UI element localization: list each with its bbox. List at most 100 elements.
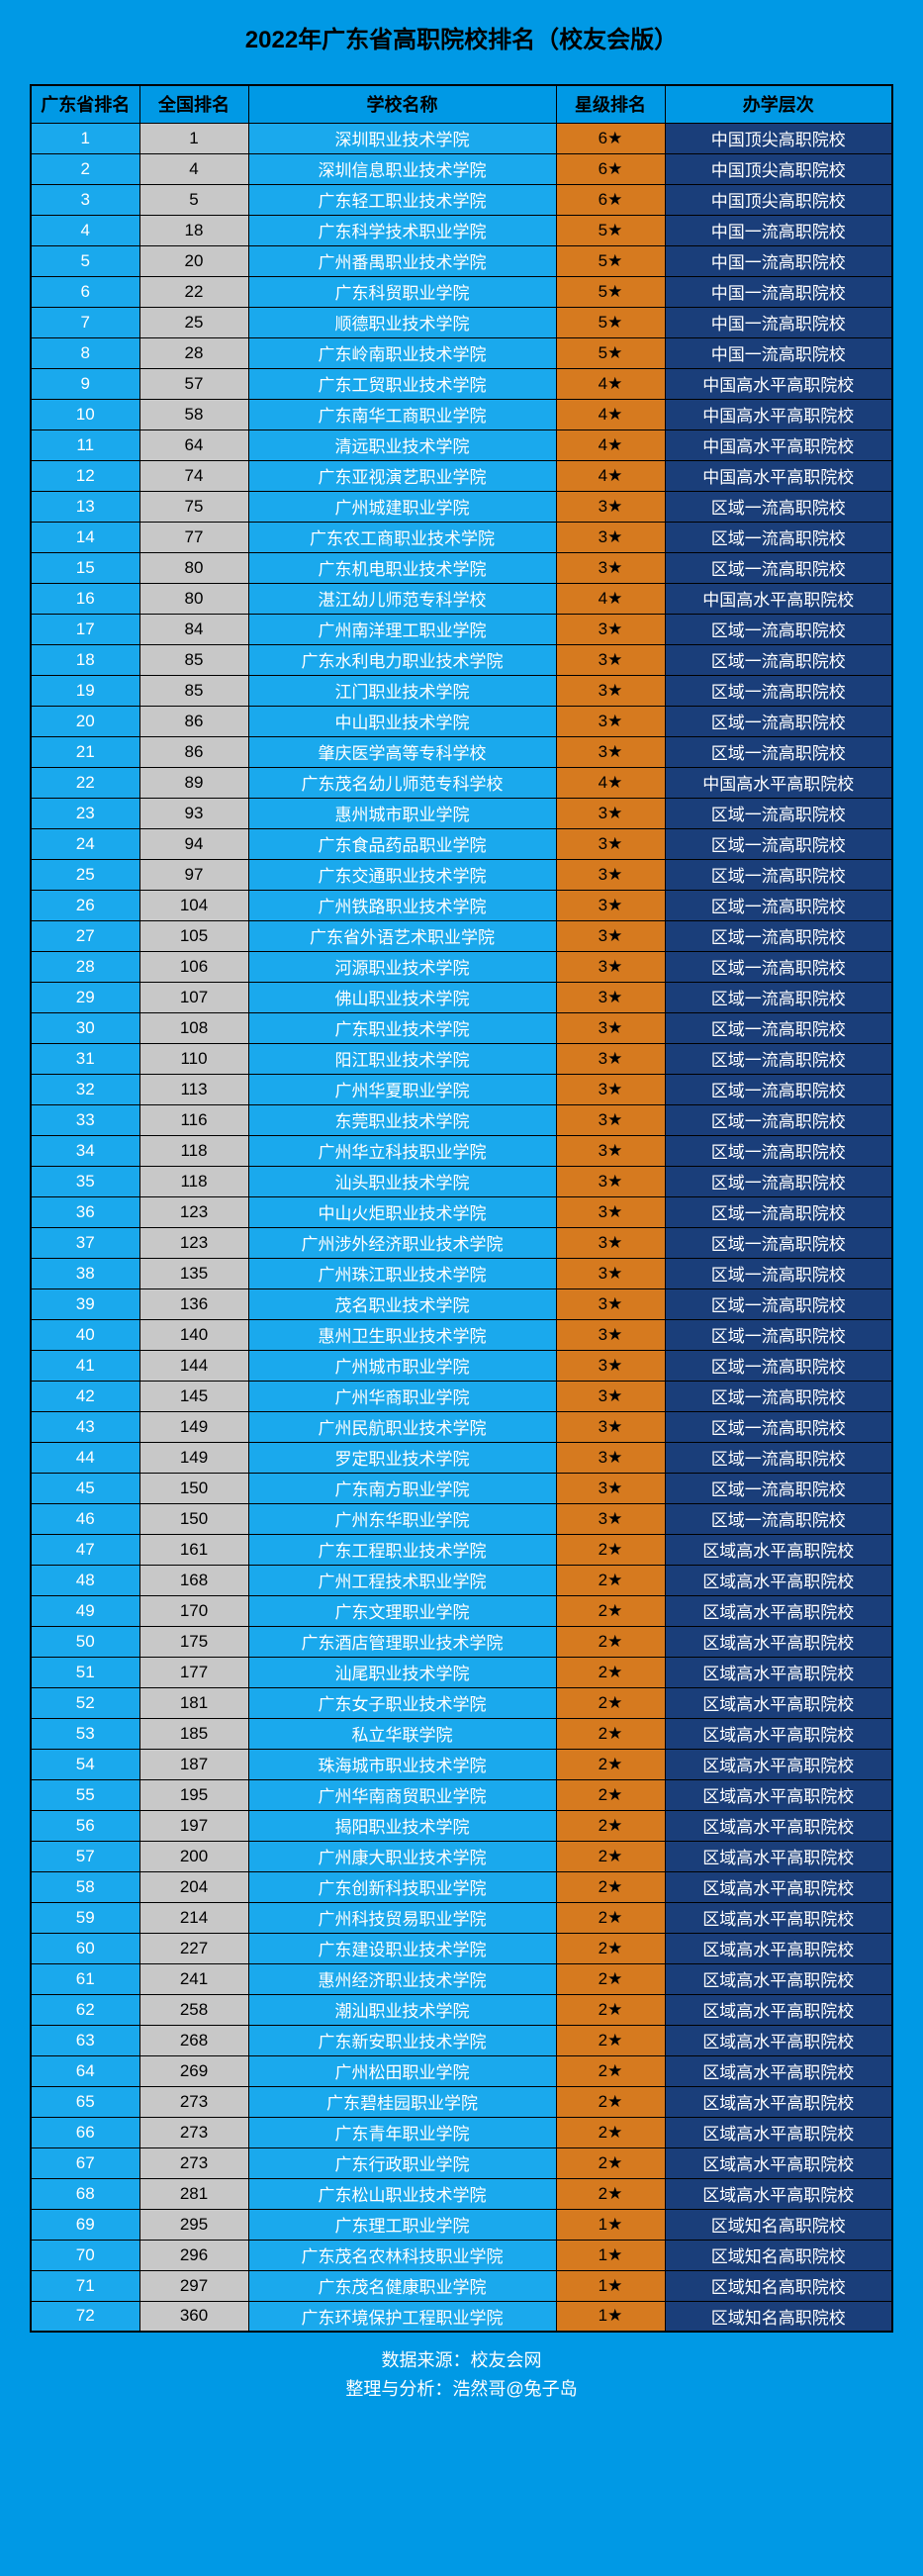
cell-tier: 中国高水平高职院校 <box>665 399 892 429</box>
col-province-rank: 广东省排名 <box>31 85 139 123</box>
table-row: 43149广州民航职业技术学院3★区域一流高职院校 <box>31 1411 892 1442</box>
cell-nat: 18 <box>139 215 248 245</box>
cell-nat: 273 <box>139 2086 248 2117</box>
col-tier: 办学层次 <box>665 85 892 123</box>
cell-name: 广州城市职业学院 <box>248 1350 556 1381</box>
table-row: 622广东科贸职业学院5★中国一流高职院校 <box>31 276 892 307</box>
cell-prov: 14 <box>31 522 139 552</box>
table-row: 1164清远职业技术学院4★中国高水平高职院校 <box>31 429 892 460</box>
cell-star: 3★ <box>556 1503 665 1534</box>
cell-star: 5★ <box>556 307 665 337</box>
cell-name: 潮汕职业技术学院 <box>248 1994 556 2025</box>
footer-analysis: 整理与分析：浩然哥@兔子岛 <box>30 2375 893 2404</box>
ranking-table: 广东省排名 全国排名 学校名称 星级排名 办学层次 11深圳职业技术学院6★中国… <box>30 84 893 2333</box>
cell-prov: 12 <box>31 460 139 491</box>
cell-name: 广东文理职业学院 <box>248 1595 556 1626</box>
cell-star: 3★ <box>556 522 665 552</box>
cell-prov: 56 <box>31 1810 139 1841</box>
cell-tier: 区域高水平高职院校 <box>665 2025 892 2055</box>
cell-nat: 75 <box>139 491 248 522</box>
cell-tier: 区域一流高职院校 <box>665 828 892 859</box>
cell-name: 广东农工商职业技术学院 <box>248 522 556 552</box>
table-row: 52181广东女子职业技术学院2★区域高水平高职院校 <box>31 1687 892 1718</box>
cell-tier: 区域高水平高职院校 <box>665 1871 892 1902</box>
footer-source: 数据来源：校友会网 <box>30 2346 893 2375</box>
cell-prov: 58 <box>31 1871 139 1902</box>
cell-name: 广东亚视演艺职业学院 <box>248 460 556 491</box>
cell-prov: 47 <box>31 1534 139 1565</box>
cell-name: 广东新安职业技术学院 <box>248 2025 556 2055</box>
table-row: 2086中山职业技术学院3★区域一流高职院校 <box>31 706 892 736</box>
cell-tier: 区域高水平高职院校 <box>665 1779 892 1810</box>
cell-nat: 94 <box>139 828 248 859</box>
cell-nat: 1 <box>139 123 248 153</box>
cell-prov: 13 <box>31 491 139 522</box>
cell-star: 3★ <box>556 1411 665 1442</box>
cell-name: 广东工程职业技术学院 <box>248 1534 556 1565</box>
cell-nat: 296 <box>139 2240 248 2270</box>
cell-star: 3★ <box>556 1227 665 1258</box>
cell-prov: 33 <box>31 1104 139 1135</box>
cell-name: 广东理工职业学院 <box>248 2209 556 2240</box>
cell-star: 3★ <box>556 1166 665 1196</box>
cell-tier: 中国顶尖高职院校 <box>665 184 892 215</box>
cell-name: 肇庆医学高等专科学校 <box>248 736 556 767</box>
cell-tier: 中国一流高职院校 <box>665 307 892 337</box>
cell-name: 珠海城市职业技术学院 <box>248 1749 556 1779</box>
cell-nat: 93 <box>139 798 248 828</box>
table-row: 2393惠州城市职业学院3★区域一流高职院校 <box>31 798 892 828</box>
cell-nat: 5 <box>139 184 248 215</box>
cell-nat: 200 <box>139 1841 248 1871</box>
cell-nat: 269 <box>139 2055 248 2086</box>
page-title: 2022年广东省高职院校排名（校友会版） <box>30 20 893 54</box>
cell-star: 3★ <box>556 736 665 767</box>
table-row: 35广东轻工职业技术学院6★中国顶尖高职院校 <box>31 184 892 215</box>
cell-prov: 28 <box>31 951 139 982</box>
cell-star: 6★ <box>556 123 665 153</box>
cell-prov: 36 <box>31 1196 139 1227</box>
cell-tier: 中国顶尖高职院校 <box>665 123 892 153</box>
cell-nat: 145 <box>139 1381 248 1411</box>
cell-nat: 107 <box>139 982 248 1012</box>
cell-tier: 区域一流高职院校 <box>665 1166 892 1196</box>
cell-star: 2★ <box>556 1534 665 1565</box>
table-row: 70296广东茂名农林科技职业学院1★区域知名高职院校 <box>31 2240 892 2270</box>
cell-prov: 39 <box>31 1288 139 1319</box>
cell-star: 3★ <box>556 798 665 828</box>
cell-nat: 227 <box>139 1933 248 1963</box>
cell-prov: 3 <box>31 184 139 215</box>
table-row: 68281广东松山职业技术学院2★区域高水平高职院校 <box>31 2178 892 2209</box>
cell-tier: 区域一流高职院校 <box>665 1135 892 1166</box>
cell-star: 3★ <box>556 675 665 706</box>
cell-tier: 中国高水平高职院校 <box>665 429 892 460</box>
table-row: 59214广州科技贸易职业学院2★区域高水平高职院校 <box>31 1902 892 1933</box>
cell-tier: 中国高水平高职院校 <box>665 460 892 491</box>
table-row: 66273广东青年职业学院2★区域高水平高职院校 <box>31 2117 892 2147</box>
cell-star: 2★ <box>556 2025 665 2055</box>
cell-name: 广东环境保护工程职业学院 <box>248 2301 556 2332</box>
table-row: 49170广东文理职业学院2★区域高水平高职院校 <box>31 1595 892 1626</box>
cell-star: 4★ <box>556 583 665 614</box>
cell-prov: 45 <box>31 1473 139 1503</box>
cell-nat: 80 <box>139 583 248 614</box>
cell-tier: 区域一流高职院校 <box>665 1196 892 1227</box>
cell-prov: 48 <box>31 1565 139 1595</box>
cell-name: 江门职业技术学院 <box>248 675 556 706</box>
cell-star: 3★ <box>556 1196 665 1227</box>
cell-tier: 区域一流高职院校 <box>665 798 892 828</box>
cell-name: 广东水利电力职业技术学院 <box>248 644 556 675</box>
cell-prov: 35 <box>31 1166 139 1196</box>
table-row: 2186肇庆医学高等专科学校3★区域一流高职院校 <box>31 736 892 767</box>
cell-star: 2★ <box>556 1810 665 1841</box>
table-row: 39136茂名职业技术学院3★区域一流高职院校 <box>31 1288 892 1319</box>
cell-prov: 43 <box>31 1411 139 1442</box>
cell-nat: 273 <box>139 2147 248 2178</box>
cell-star: 1★ <box>556 2209 665 2240</box>
cell-nat: 123 <box>139 1227 248 1258</box>
cell-prov: 8 <box>31 337 139 368</box>
cell-nat: 185 <box>139 1718 248 1749</box>
cell-nat: 197 <box>139 1810 248 1841</box>
cell-name: 广东酒店管理职业技术学院 <box>248 1626 556 1657</box>
cell-name: 深圳职业技术学院 <box>248 123 556 153</box>
cell-name: 广东松山职业技术学院 <box>248 2178 556 2209</box>
